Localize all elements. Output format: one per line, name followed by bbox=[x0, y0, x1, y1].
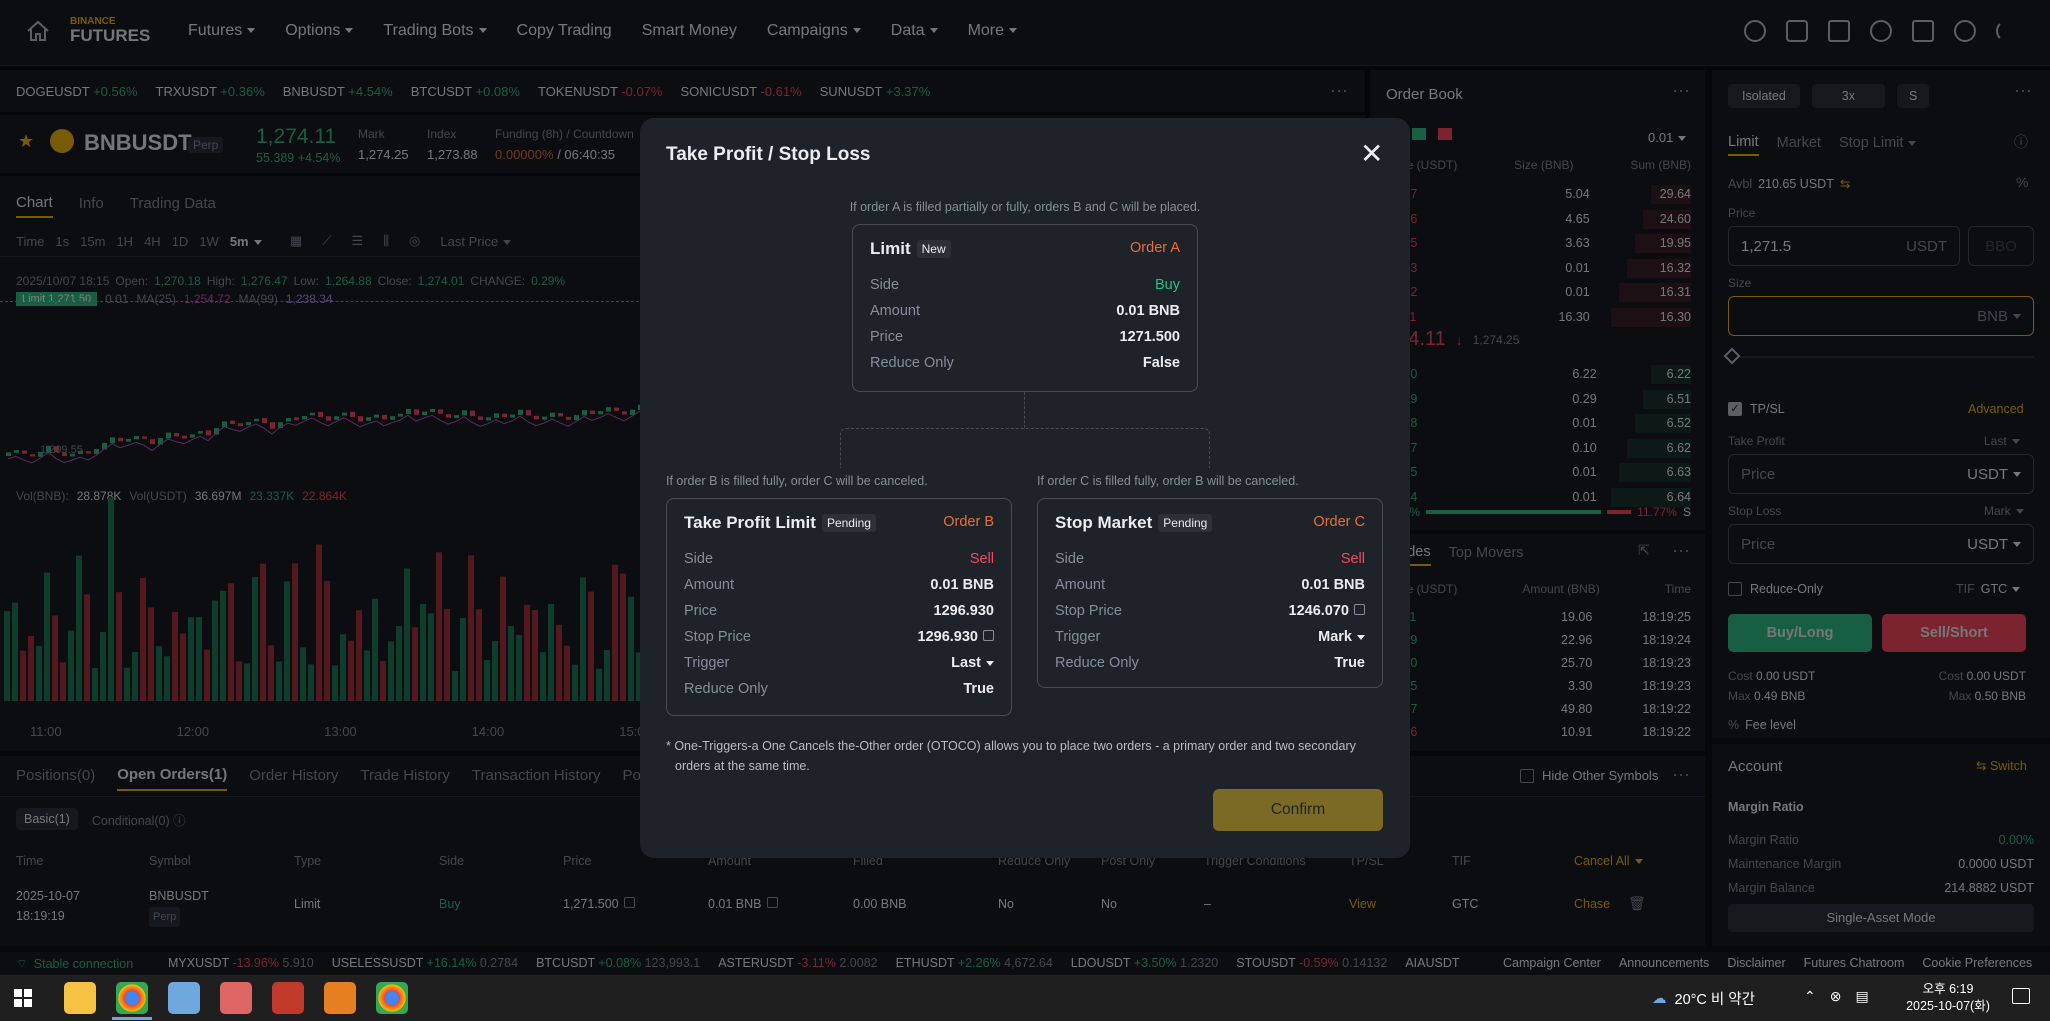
order-c-stop-price-label: Stop Price bbox=[1055, 603, 1122, 619]
powerpoint-icon[interactable] bbox=[272, 982, 304, 1014]
order-c-tag: Order C bbox=[1313, 514, 1365, 530]
windows-taskbar: ☁ 20°C 비 약간 ⌃ ⊗ ▤ 오후 6:19 2025-10-07(화) bbox=[0, 975, 2050, 1021]
close-icon[interactable]: ✕ bbox=[1360, 138, 1384, 169]
note-b: If order B is filled fully, order C will… bbox=[666, 474, 928, 488]
order-a-badge: New bbox=[916, 240, 951, 258]
order-c-title: Stop Market bbox=[1055, 513, 1153, 532]
note-c: If order C is filled fully, order B will… bbox=[1037, 474, 1299, 488]
order-b-reduce-label: Reduce Only bbox=[684, 681, 768, 697]
app-red-icon[interactable] bbox=[220, 982, 252, 1014]
order-c-stop-price-cell[interactable]: 1246.070 bbox=[1289, 603, 1365, 619]
top-note: If order A is filled partially or fully,… bbox=[849, 200, 1201, 214]
windows-start-icon[interactable] bbox=[14, 989, 32, 1007]
active-app-indicator bbox=[112, 1017, 152, 1020]
order-a-header: Limit New bbox=[870, 239, 951, 259]
connector-branch bbox=[840, 428, 1210, 468]
weather-icon: ☁ bbox=[1652, 990, 1667, 1007]
tpsl-modal: Take Profit / Stop Loss ✕ If order A is … bbox=[640, 118, 1410, 858]
order-b-stop-price-label: Stop Price bbox=[684, 629, 751, 645]
modal-title: Take Profit / Stop Loss bbox=[666, 144, 871, 165]
footnote-line-1: * One-Triggers-a One Cancels the-Other o… bbox=[666, 739, 1356, 753]
order-a-reduce: False bbox=[1142, 355, 1180, 371]
chrome-icon[interactable] bbox=[116, 982, 148, 1014]
order-c-reduce: True bbox=[1334, 655, 1365, 671]
order-b-tag: Order B bbox=[943, 514, 994, 530]
order-a-side: Buy bbox=[1155, 277, 1180, 293]
order-b-amount: 0.01 BNB bbox=[930, 577, 994, 593]
notification-icon[interactable] bbox=[2012, 988, 2030, 1004]
order-a-amount-label: Amount bbox=[870, 303, 920, 319]
footnote-line-2: orders at the same time. bbox=[675, 759, 810, 773]
sublime-icon[interactable] bbox=[324, 982, 356, 1014]
order-a-amount: 0.01 BNB bbox=[1116, 303, 1180, 319]
order-a-title: Limit bbox=[870, 239, 911, 258]
edit-stop-price-c-icon[interactable] bbox=[1354, 604, 1365, 615]
order-c-badge: Pending bbox=[1158, 514, 1213, 532]
order-b-card: Take Profit Limit Pending Order B Side Se… bbox=[666, 498, 1012, 716]
order-b-price: 1296.930 bbox=[933, 603, 994, 619]
order-b-stop-price-cell[interactable]: 1296.930 bbox=[918, 629, 994, 645]
order-b-stop-price: 1296.930 bbox=[917, 629, 978, 645]
file-explorer-icon[interactable] bbox=[64, 982, 96, 1014]
order-c-trigger: Mark bbox=[1318, 629, 1352, 645]
order-b-amount-label: Amount bbox=[684, 577, 734, 593]
tray-app-icon[interactable]: ⊗ bbox=[1829, 988, 1842, 1004]
clock-time: 오후 6:19 bbox=[1922, 982, 1974, 996]
order-b-side: Sell bbox=[969, 551, 994, 567]
tray-chevron-icon[interactable]: ⌃ bbox=[1804, 988, 1816, 1004]
connector-line bbox=[1024, 392, 1025, 428]
order-c-card: Stop Market Pending Order C Side Sell Amo… bbox=[1037, 498, 1383, 688]
order-b-reduce: True bbox=[963, 681, 994, 697]
order-a-price-label: Price bbox=[870, 329, 904, 345]
order-c-trigger-label: Trigger bbox=[1055, 629, 1101, 645]
chrome-icon-2[interactable] bbox=[376, 982, 408, 1014]
tray-network-icon[interactable]: ▤ bbox=[1855, 988, 1869, 1004]
edit-stop-price-b-icon[interactable] bbox=[983, 630, 994, 641]
order-c-reduce-label: Reduce Only bbox=[1055, 655, 1139, 671]
order-c-stop-price: 1246.070 bbox=[1288, 603, 1349, 619]
order-c-trigger-select[interactable]: Mark bbox=[1318, 629, 1365, 645]
order-b-badge: Pending bbox=[821, 514, 876, 532]
order-b-trigger: Last bbox=[951, 655, 981, 671]
clock[interactable]: 오후 6:19 2025-10-07(화) bbox=[1898, 981, 1998, 1015]
app-icon[interactable] bbox=[168, 982, 200, 1014]
order-b-title: Take Profit Limit bbox=[684, 513, 816, 532]
confirm-button[interactable]: Confirm bbox=[1213, 789, 1383, 831]
order-c-amount-label: Amount bbox=[1055, 577, 1105, 593]
order-a-side-label: Side bbox=[870, 277, 900, 293]
order-a-card: Limit New Order A Side Buy Amount 0.01 BNB… bbox=[852, 224, 1198, 392]
order-c-amount: 0.01 BNB bbox=[1301, 577, 1365, 593]
weather-text[interactable]: 20°C 비 약간 bbox=[1674, 992, 1755, 1008]
clock-date: 2025-10-07(화) bbox=[1906, 999, 1990, 1013]
order-a-reduce-label: Reduce Only bbox=[870, 355, 954, 371]
order-a-tag: Order A bbox=[1130, 240, 1180, 256]
order-b-price-label: Price bbox=[684, 603, 718, 619]
order-b-trigger-label: Trigger bbox=[684, 655, 730, 671]
order-b-side-label: Side bbox=[684, 551, 714, 567]
order-c-side-label: Side bbox=[1055, 551, 1085, 567]
order-c-side: Sell bbox=[1340, 551, 1365, 567]
order-a-price: 1271.500 bbox=[1119, 329, 1180, 345]
order-b-trigger-select[interactable]: Last bbox=[951, 655, 994, 671]
